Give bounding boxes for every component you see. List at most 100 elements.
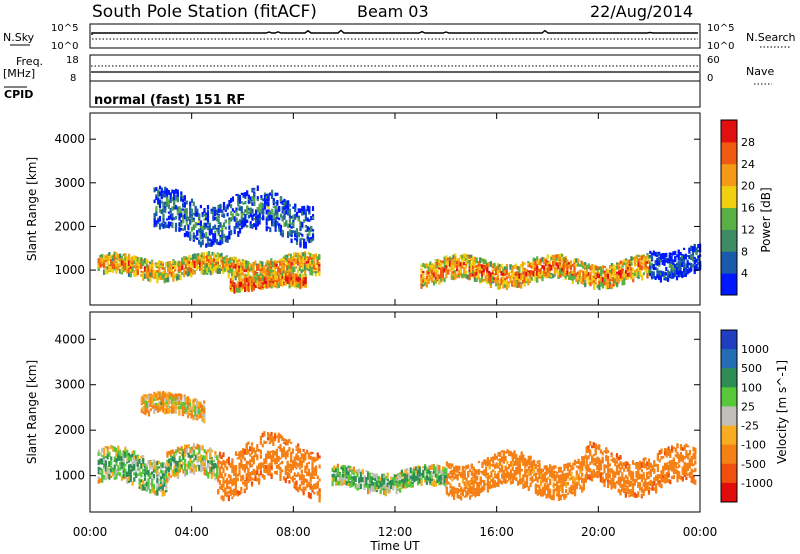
data-cell [169,194,172,200]
data-cell [161,263,164,266]
data-cell [646,253,649,256]
data-cell [113,464,116,471]
data-cell [642,272,645,276]
data-cell [180,196,183,201]
data-cell [103,269,106,275]
data-cell [176,473,180,479]
data-cell [228,225,231,230]
data-cell [173,453,176,457]
data-cell [131,266,134,272]
data-cell [495,281,498,287]
data-cell [268,441,271,445]
data-cell [99,469,102,474]
data-cell [637,264,640,271]
data-cell [489,273,492,278]
data-cell [528,277,532,282]
data-cell [99,254,102,257]
data-cell [288,218,291,223]
data-cell [454,255,457,262]
data-cell [304,479,307,483]
data-cell [153,218,156,224]
data-cell [281,215,284,222]
data-cell [316,490,319,496]
data-cell [249,462,252,468]
data-cell [122,262,125,268]
data-cell [308,207,311,213]
data-cell [275,266,278,269]
data-cell [304,209,307,212]
data-cell [113,469,116,475]
data-cell [169,208,172,214]
data-cell [222,201,226,208]
data-cell [596,285,599,289]
data-cell [247,468,250,473]
data-cell [192,443,196,448]
data-cell [224,480,227,484]
data-cell [425,270,428,275]
data-cell [479,257,482,264]
data-cell [482,279,485,282]
data-cell [632,257,635,261]
data-cell [231,462,234,468]
data-cell [559,253,562,257]
data-cell [472,261,475,265]
data-cell [170,271,173,277]
data-cell [282,438,286,442]
data-cell [464,270,468,277]
data-cell [279,224,283,229]
data-cell [238,469,241,473]
data-cell [203,218,206,221]
data-cell [644,267,647,272]
data-cell [124,260,127,264]
data-cell [489,282,492,289]
data-cell [173,198,176,201]
data-cell [227,258,230,264]
data-cell [145,463,148,468]
data-cell [626,266,629,270]
data-cell [693,246,696,252]
data-cell [261,275,264,281]
data-cell [488,276,491,281]
noise-ytick-bottom: 10^0 [51,41,78,52]
data-cell [286,460,289,463]
data-cell [263,273,266,276]
data-cell [260,285,263,290]
data-cell [623,259,626,263]
data-cell [266,436,270,441]
data-cell [221,214,224,217]
data-cell [231,469,234,473]
data-cell [180,191,183,197]
data-cell [127,455,131,461]
data-cell [265,195,268,201]
data-cell [663,253,666,259]
data-cell [138,478,141,485]
data-cell [573,258,576,263]
data-cell [189,458,192,463]
data-cell [247,194,250,200]
data-cell [281,276,284,278]
data-cell [263,283,266,289]
data-cell [630,262,633,266]
data-cell [97,471,100,475]
data-cell [240,201,243,204]
data-cell [489,279,492,283]
data-cell [204,264,207,271]
data-cell [690,269,693,272]
data-cell [585,274,589,277]
data-cell [175,474,178,477]
data-cell [207,251,211,257]
data-cell [210,471,213,476]
data-cell [166,218,169,221]
data-cell [553,256,557,260]
data-cell [154,264,157,268]
data-cell [154,461,157,464]
data-cell [110,459,113,465]
data-cell [521,272,524,276]
data-cell [266,260,269,263]
data-cell [600,281,603,287]
data-cell [263,440,266,445]
data-cell [633,264,637,267]
data-cell [156,465,159,470]
data-cell [247,280,250,284]
data-cell [192,235,195,238]
